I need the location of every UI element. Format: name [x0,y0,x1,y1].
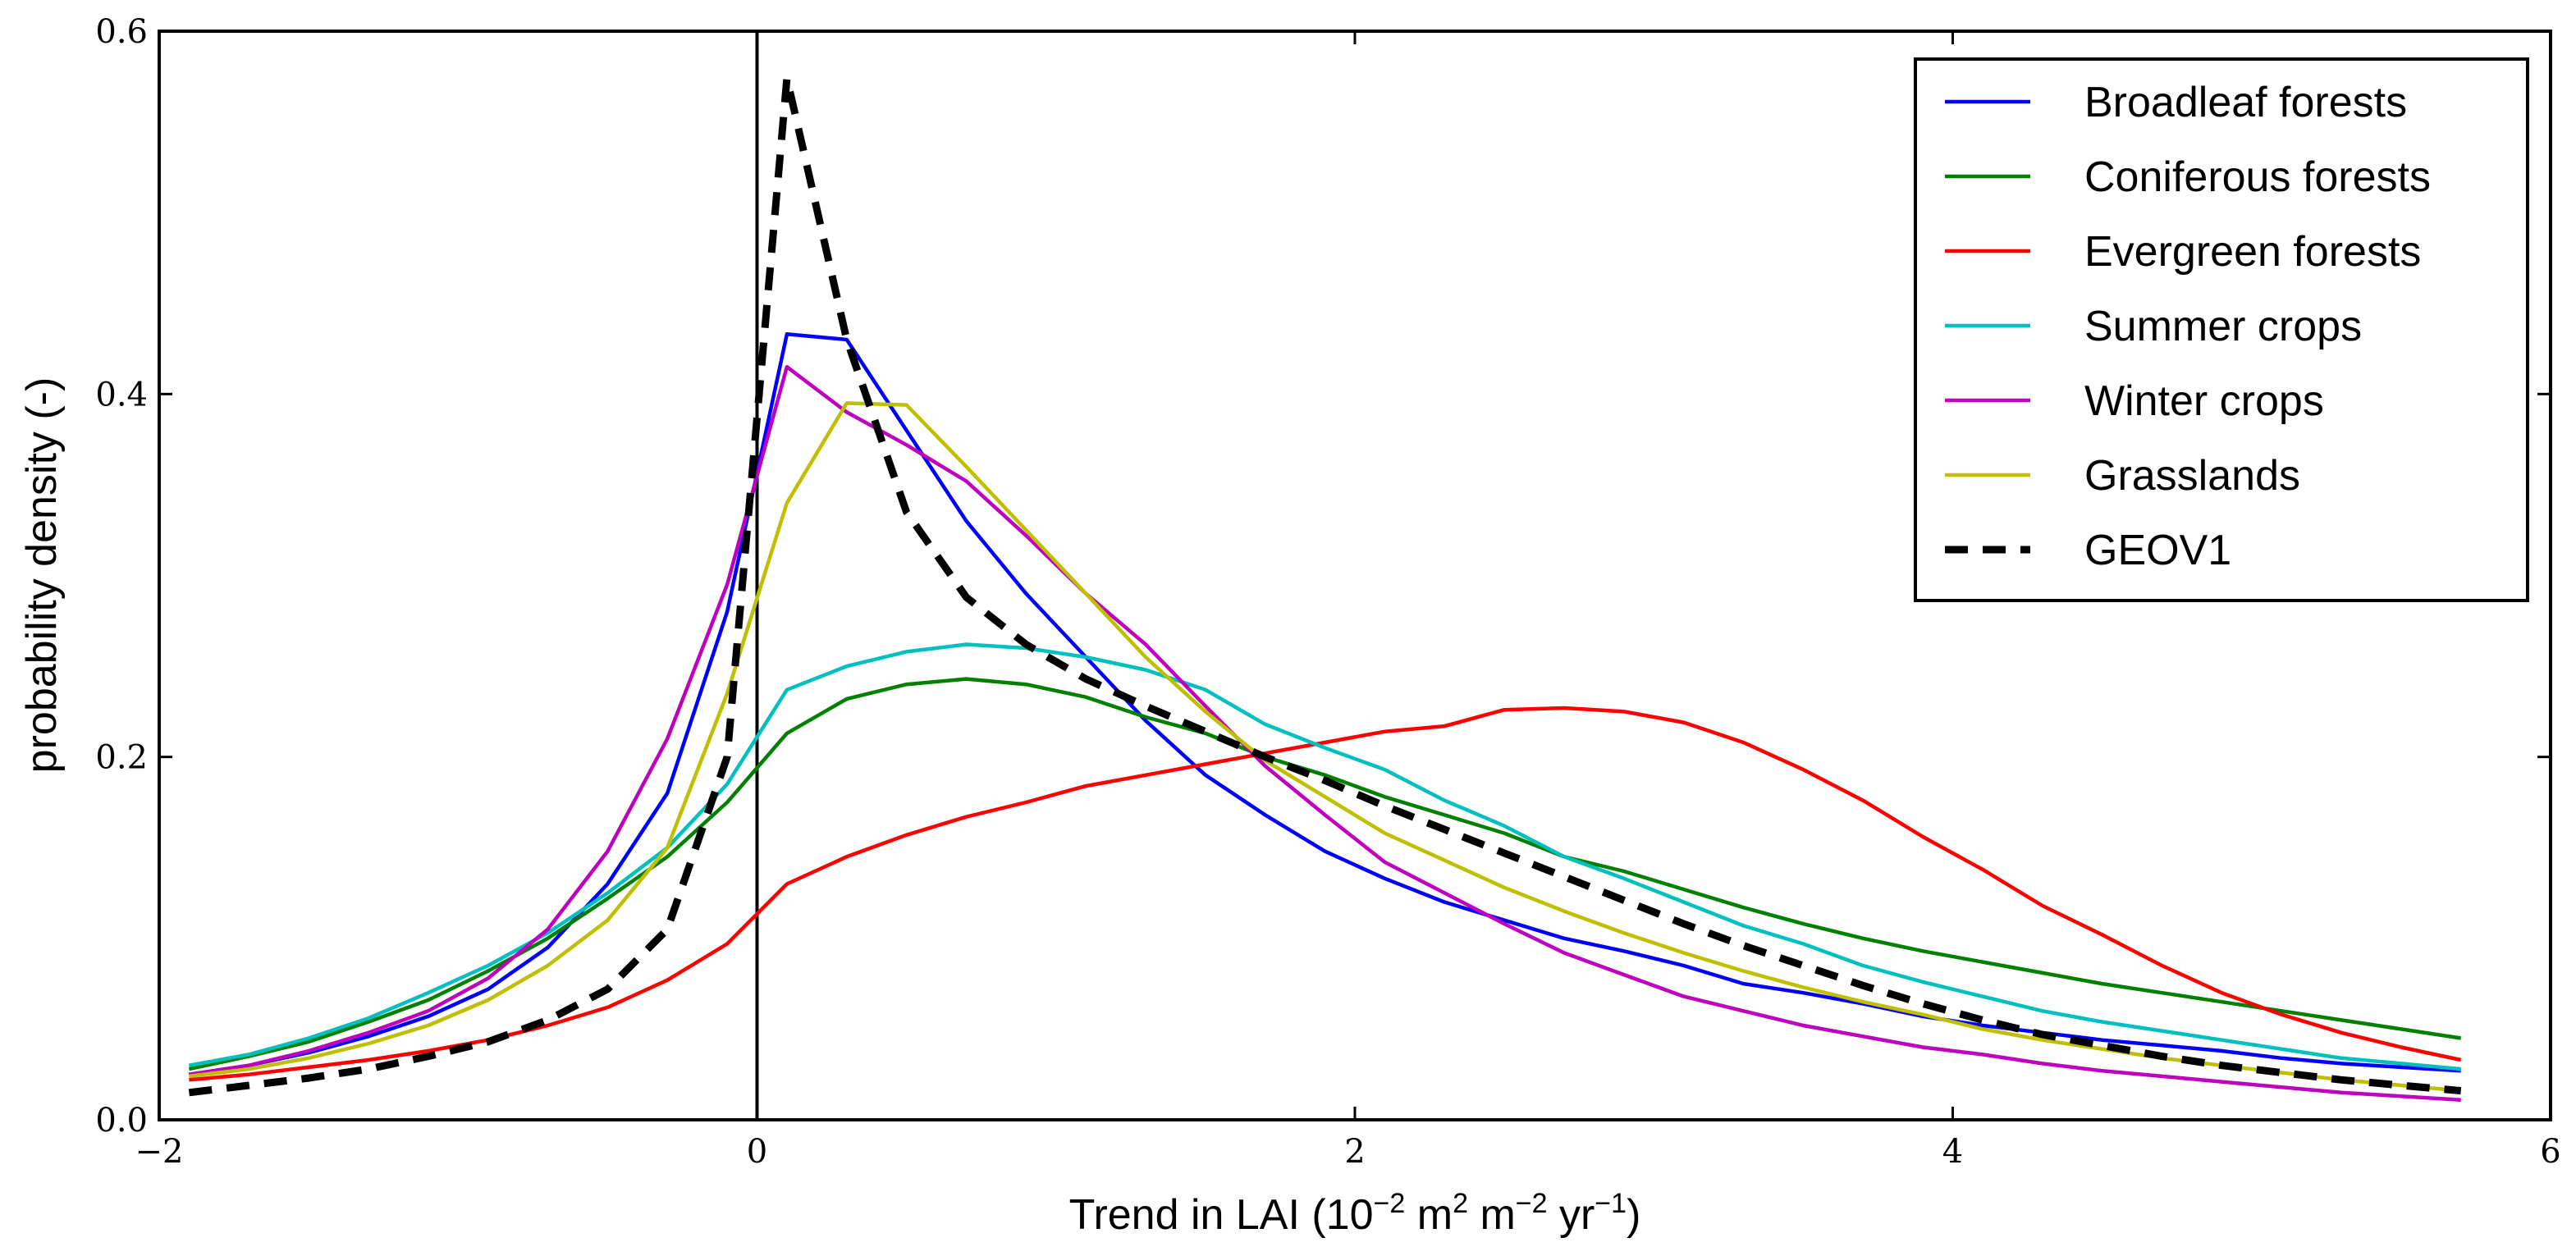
legend-box [1914,57,2529,602]
y-tick-label: 0.0 [95,1102,148,1140]
y-axis-label: probability density (-) [18,377,66,774]
legend-label: Coniferous forests [2084,153,2431,201]
x-tick-label: 0 [747,1133,767,1171]
x-axis-label: Trend in LAI (10−2 m2 m−2 yr−1) [1069,1188,1641,1239]
x-tick-label: 6 [2540,1133,2560,1171]
legend-label: Grasslands [2084,452,2300,500]
series-line-summer-crops [188,642,2461,1071]
legend-label: Broadleaf forests [2084,79,2407,126]
y-tick-label: 0.4 [95,376,148,413]
series-line-evergreen-forests [189,706,2462,1082]
legend-label: GEOV1 [2084,527,2231,574]
legend-label: Summer crops [2084,303,2362,350]
legend-label: Winter crops [2084,377,2324,425]
series-line-geov1 [188,75,2462,1097]
tick-labels: −2 0 2 4 6 0.0 0.2 0.4 0.6 [95,13,2560,1171]
series-line-grasslands [189,401,2461,1093]
y-tick-label: 0.6 [95,13,148,51]
series-lines [188,75,2462,1102]
x-tick-label: 4 [1942,1133,1963,1171]
series-line-winter-crops [189,364,2461,1102]
x-tick-label: −2 [135,1133,184,1171]
x-tick-label: 2 [1344,1133,1365,1171]
series-line-coniferous-forests [188,677,2462,1071]
y-tick-label: 0.2 [95,739,148,777]
legend: Broadleaf forests Coniferous forests Everg… [1914,57,2529,602]
legend-label: Evergreen forests [2084,228,2421,276]
